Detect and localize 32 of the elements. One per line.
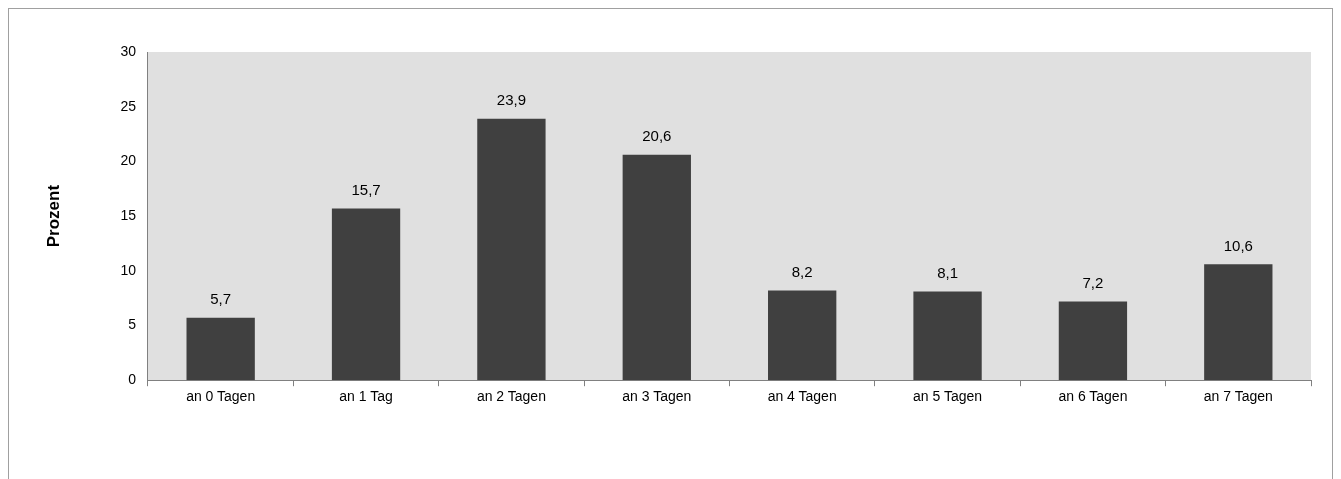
data-label: 23,9 [496,91,527,109]
x-tick-label: an 1 Tag [339,388,393,405]
y-tick-label: 25 [120,97,137,114]
bar [1058,301,1128,381]
bar [622,154,691,381]
x-tick-label: an 4 Tagen [767,388,837,405]
data-label: 5,7 [210,290,232,308]
x-tick-label: an 5 Tagen [913,388,983,405]
bar [1204,264,1273,381]
bar [186,317,255,381]
data-label: 10,6 [1223,236,1253,254]
bar [768,290,837,381]
bar [477,118,546,381]
y-tick-label: 5 [128,316,137,333]
y-tick-label: 0 [128,371,137,388]
y-tick-label: 10 [120,261,137,278]
bar [331,208,401,381]
x-tick-label: an 0 Tagen [186,388,256,405]
data-label: 20,6 [642,127,672,145]
x-tick-label: an 6 Tagen [1058,388,1128,405]
bar [913,291,982,381]
y-tick-label: 15 [120,206,137,223]
x-tick-label: an 7 Tagen [1203,388,1273,405]
data-label: 7,2 [1082,274,1104,292]
x-tick-label: an 3 Tagen [622,388,692,405]
data-label: 8,2 [791,263,813,281]
data-label: 15,7 [351,181,381,199]
y-tick-label: 30 [120,42,137,59]
data-label: 8,1 [937,264,958,282]
x-tick-label: an 2 Tagen [476,388,546,405]
y-axis-title: Prozent [43,184,63,248]
y-tick-label: 20 [120,152,137,169]
